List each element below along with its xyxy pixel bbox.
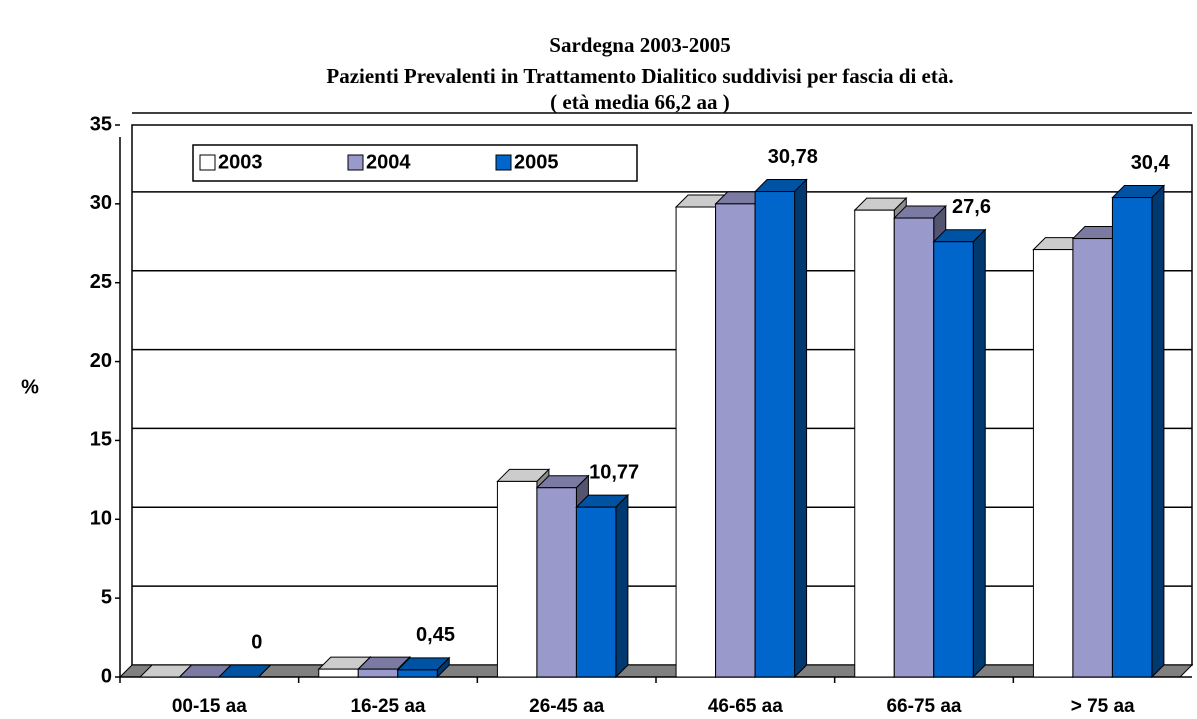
plot-wall: [131, 124, 1193, 666]
bar-front: [397, 669, 438, 678]
chart-title: Sardegna 2003-2005: [549, 33, 730, 57]
chart-subtitle: Pazienti Prevalenti in Trattamento Diali…: [326, 64, 953, 88]
legend-swatch: [347, 154, 364, 171]
bar: [932, 228, 987, 679]
bar-front: [575, 506, 617, 678]
bar-front: [893, 217, 935, 678]
y-tick-label: 5: [101, 586, 112, 608]
bar-front: [1072, 238, 1113, 678]
bar-front: [1032, 249, 1074, 678]
bar-front: [754, 191, 796, 678]
bar-side: [258, 664, 271, 678]
bar-side: [794, 178, 808, 679]
legend-swatch: [199, 154, 216, 171]
y-tick-label: 35: [90, 113, 112, 135]
floor: [118, 664, 1194, 678]
bar-side: [1151, 184, 1165, 679]
data-label: 30,4: [1131, 152, 1171, 174]
bar-front: [715, 203, 756, 678]
x-tick-label: 46-65 aa: [708, 696, 783, 717]
bar: [753, 178, 808, 679]
y-tick-label: 20: [90, 350, 112, 372]
y-tick-label: 30: [90, 192, 112, 214]
y-tick-label: 15: [90, 429, 112, 451]
data-label: 27,6: [952, 196, 991, 218]
bar: [1111, 184, 1166, 679]
y-tick-label: 10: [90, 508, 112, 530]
bar-front: [1111, 197, 1153, 678]
legend-swatch: [495, 154, 512, 171]
bar-front: [854, 209, 895, 678]
bar-front: [675, 206, 717, 678]
x-tick-label: 00-15 aa: [172, 696, 247, 717]
bar-front: [357, 668, 399, 678]
bar-front: [536, 487, 577, 678]
y-tick-label: 25: [90, 271, 112, 293]
x-tick-label: 66-75 aa: [886, 696, 961, 717]
y-tick-label: 0: [101, 665, 112, 687]
bar: [217, 664, 272, 678]
legend-box: [192, 144, 638, 182]
data-label: 30,78: [768, 146, 818, 168]
legend-label: 2003: [218, 151, 263, 173]
legend-label: 2005: [514, 151, 559, 173]
bar-front: [318, 668, 359, 678]
data-label: 10,77: [589, 461, 639, 483]
x-tick-label: 16-25 aa: [350, 696, 425, 717]
data-label: 0: [251, 631, 262, 653]
x-tick-label: > 75 aa: [1071, 696, 1135, 717]
bar-side: [615, 493, 629, 679]
chart-note: ( età media 66,2 aa ): [550, 90, 730, 114]
legend-label: 2004: [366, 151, 411, 173]
bar-front: [496, 480, 538, 678]
bar: [575, 493, 630, 679]
y-axis-label: %: [21, 376, 39, 398]
bar-side: [972, 228, 986, 679]
bar: [396, 656, 451, 679]
bar-front: [933, 241, 974, 678]
x-tick-label: 26-45 aa: [529, 696, 604, 717]
data-label: 0,45: [416, 624, 455, 646]
